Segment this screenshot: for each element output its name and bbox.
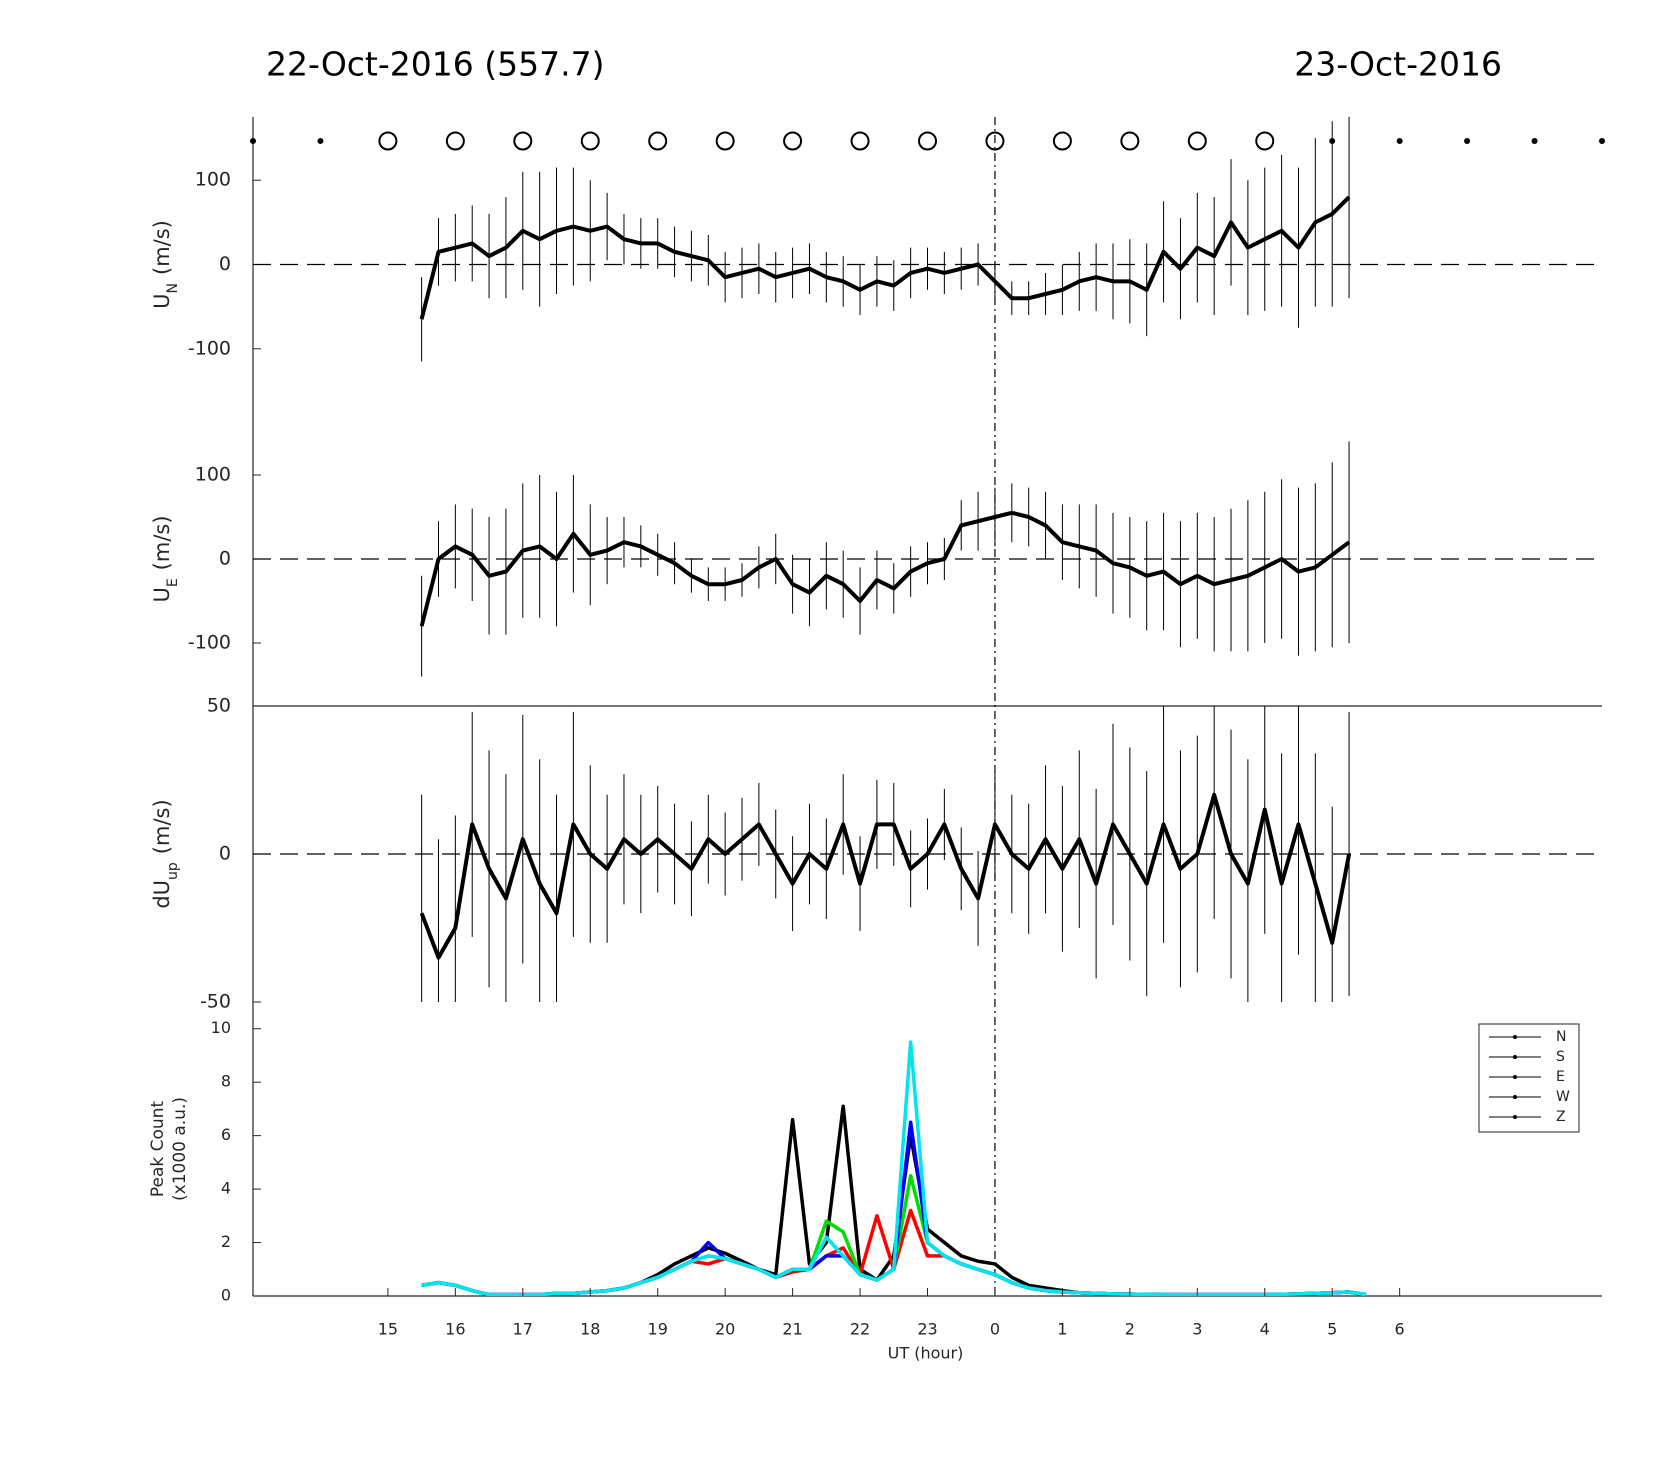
count-line (421, 1173, 1367, 1296)
y-label-main: dU (150, 880, 174, 909)
y-tick-label: 0 (219, 548, 231, 570)
legend-dot (1513, 1055, 1517, 1059)
y-label-sub: E (165, 578, 181, 587)
x-tick-label: 6 (1395, 1320, 1405, 1339)
y-tick-label: -50 (200, 991, 231, 1013)
date-right: 23-Oct-2016 (1294, 45, 1502, 84)
legend-box (1478, 1023, 1580, 1133)
obs-circle (580, 131, 600, 151)
obs-dot (250, 138, 256, 144)
x-tick-label: 22 (850, 1320, 870, 1339)
obs-dot (1531, 138, 1538, 144)
legend-dot (1513, 1115, 1517, 1119)
x-label: UT (hour) (888, 1344, 964, 1363)
y-tick-label: 100 (195, 464, 231, 486)
y-label-main: U (150, 587, 174, 602)
y-label: UN (m/s) (150, 220, 181, 309)
obs-circle (1187, 131, 1207, 151)
obs-circle (850, 131, 870, 151)
obs-circle (783, 131, 803, 151)
legend-label: W (1556, 1089, 1570, 1105)
obs-circle (1255, 131, 1275, 151)
y-label-sub: up (165, 862, 181, 880)
x-tick-label: 20 (715, 1320, 735, 1339)
obs-circle (648, 131, 668, 151)
legend-label: Z (1556, 1109, 1566, 1125)
x-tick-label: 2 (1125, 1320, 1135, 1339)
y-label-unit: (m/s) (150, 515, 174, 570)
panel (419, 706, 1352, 1002)
date-left: 22-Oct-2016 (557.7) (266, 45, 604, 84)
y-tick-label: 6 (221, 1125, 231, 1144)
obs-circle (445, 131, 465, 151)
panel (419, 117, 1351, 362)
x-tick-label: 5 (1327, 1320, 1337, 1339)
x-tick-label: 3 (1192, 1320, 1202, 1339)
x-tick-label: 19 (648, 1320, 668, 1339)
legend-label: N (1556, 1029, 1566, 1045)
x-tick-label: 17 (513, 1320, 533, 1339)
wind-line (419, 792, 1352, 960)
y-tick-label: -100 (188, 337, 231, 359)
obs-circle (1120, 131, 1140, 151)
y-tick-label: 2 (221, 1232, 231, 1251)
y-label-unit: (m/s) (150, 799, 174, 854)
legend-dot (1513, 1075, 1517, 1079)
y-label: Peak Count (148, 1101, 168, 1198)
obs-circle (985, 131, 1005, 151)
x-tick-label: 0 (990, 1320, 1000, 1339)
x-tick-label: 15 (378, 1320, 398, 1339)
legend-label: E (1556, 1069, 1565, 1085)
obs-circle (1052, 131, 1072, 151)
obs-dot (317, 138, 324, 144)
y-label-main: U (150, 293, 174, 308)
y-tick-label: 8 (221, 1072, 231, 1091)
obs-circle (715, 131, 735, 151)
legend-dot (1513, 1095, 1517, 1099)
obs-circle (513, 131, 533, 151)
y-label-unit: (x1000 a.u.) (170, 1097, 190, 1201)
wind-line (419, 195, 1351, 320)
obs-dot (1464, 138, 1471, 144)
wind-line (419, 510, 1351, 627)
count-line (421, 1040, 1367, 1296)
y-label-unit: (m/s) (150, 220, 174, 275)
legend-dot (1513, 1035, 1517, 1039)
y-tick-label: 100 (195, 169, 231, 191)
obs-dot (1396, 138, 1403, 144)
y-tick-label: -100 (188, 632, 231, 654)
y-tick-label: 0 (219, 843, 231, 865)
y-tick-label: 10 (211, 1018, 231, 1037)
legend-label: S (1556, 1049, 1565, 1065)
obs-dot (1599, 138, 1605, 144)
y-tick-label: 0 (219, 253, 231, 275)
x-tick-label: 23 (917, 1320, 937, 1339)
y-tick-label: 4 (221, 1179, 231, 1198)
panel (421, 1040, 1367, 1296)
x-tick-label: 16 (445, 1320, 465, 1339)
x-tick-label: 1 (1057, 1320, 1067, 1339)
y-label: UE (m/s) (150, 515, 181, 602)
obs-circle (378, 131, 398, 151)
obs-circle (918, 131, 937, 151)
x-tick-label: 21 (782, 1320, 802, 1339)
y-tick-label: 50 (207, 695, 231, 717)
x-tick-label: 4 (1260, 1320, 1270, 1339)
y-label-sub: N (165, 283, 181, 293)
y-tick-label: 0 (221, 1286, 231, 1305)
x-tick-label: 18 (580, 1320, 600, 1339)
y-label: dUup (m/s) (150, 799, 181, 908)
